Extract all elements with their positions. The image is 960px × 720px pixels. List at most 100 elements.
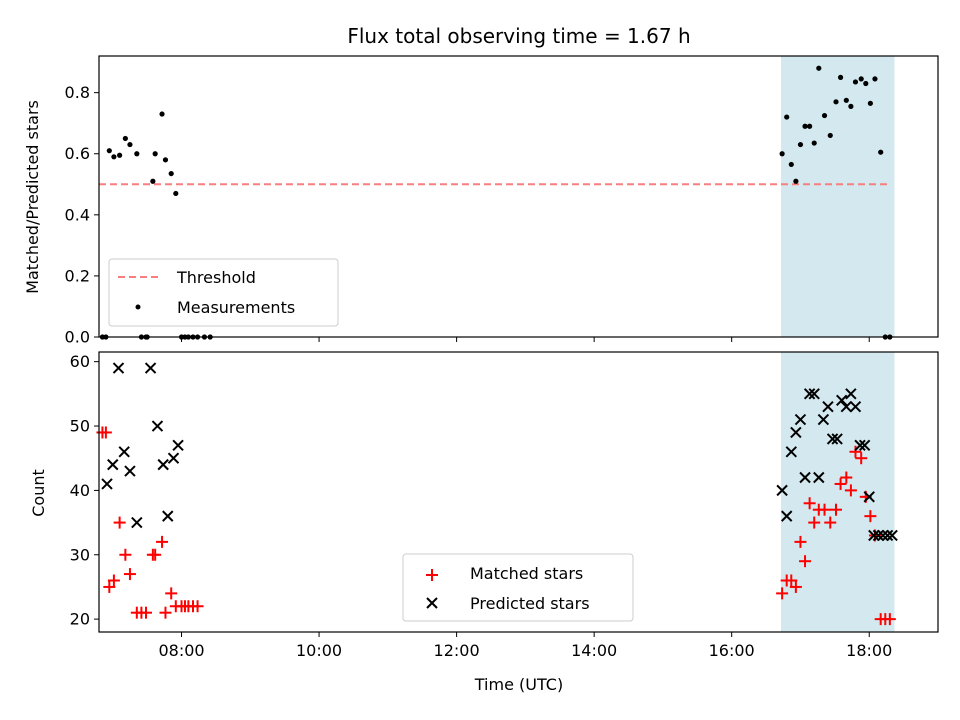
matched-star-point: [840, 471, 853, 484]
matched-star-point: [824, 516, 837, 529]
predicted-star-point: [808, 388, 820, 400]
predicted-star-point: [776, 484, 788, 497]
predicted-star-point: [881, 529, 894, 542]
predicted-star-point: [157, 458, 169, 471]
predicted-star-point: [785, 446, 797, 458]
predicted-star-point: [858, 439, 871, 452]
measurement-point: [173, 190, 179, 197]
matched-star-point: [794, 535, 807, 548]
top-y-axis-label: Matched/Predicted stars: [23, 100, 42, 294]
measurement-point: [848, 103, 854, 109]
bottom-y-axis-label: Count: [29, 469, 48, 517]
matched-star-point: [808, 516, 821, 529]
predicted-star-point: [124, 465, 136, 477]
x-tick-label: 08:00: [158, 641, 204, 660]
measurement-point: [152, 151, 158, 157]
predicted-star-point: [845, 388, 857, 400]
legend-predicted-swatch: [426, 597, 438, 609]
legend-threshold-label: Threshold: [176, 268, 256, 287]
predicted-star-point: [863, 491, 875, 503]
predicted-star-point: [831, 433, 843, 445]
bottom-legend: Matched stars Predicted stars: [402, 553, 634, 622]
predicted-star-point: [794, 413, 807, 426]
matched-star-point: [123, 568, 136, 581]
predicted-star-point: [790, 426, 802, 439]
top-plot-frame: [98, 55, 939, 338]
measurement-point: [872, 76, 878, 82]
measurement-point: [127, 141, 133, 148]
measurement-point: [106, 148, 112, 154]
measurement-point: [802, 123, 808, 129]
measurement-point: [827, 132, 833, 139]
predicted-star-point: [101, 478, 113, 490]
y-tick-label: 0.6: [65, 144, 90, 163]
matched-star-point: [883, 613, 896, 626]
top-legend-box: [108, 258, 339, 327]
matched-star-point: [119, 548, 132, 561]
x-tick-label: 12:00: [434, 641, 480, 660]
measurement-point: [852, 79, 859, 85]
predicted-star-point: [849, 401, 862, 413]
predicted-star-point: [840, 401, 853, 413]
matched-star-point: [849, 445, 862, 458]
y-tick-label: 20: [70, 610, 90, 629]
y-tick-label: 0.0: [65, 328, 90, 347]
legend-predicted-label: Predicted stars: [470, 594, 590, 613]
x-tick-label: 14:00: [571, 641, 617, 660]
legend-measurements-swatch: [135, 304, 141, 310]
predicted-star-point: [836, 394, 848, 406]
x-tick-label: 18:00: [846, 641, 892, 660]
measurement-point: [821, 112, 828, 119]
predicted-star-point: [822, 401, 834, 413]
matched-star-point: [149, 548, 162, 561]
measurement-point: [779, 151, 785, 157]
measurement-point: [159, 111, 165, 117]
matched-star-point: [803, 497, 816, 510]
top-legend: Threshold Measurements: [108, 258, 339, 327]
bottom-legend-box: [402, 553, 634, 622]
predicted-star-point: [144, 362, 157, 374]
legend-measurements-label: Measurements: [177, 298, 295, 317]
measurement-point: [807, 123, 813, 129]
matched-star-point: [139, 606, 152, 619]
y-tick-label: 0.4: [65, 205, 90, 224]
measurement-point: [168, 170, 174, 177]
top-shaded-region: [780, 56, 895, 337]
measurement-point: [797, 141, 804, 148]
measurement-point: [793, 178, 799, 184]
predicted-star-point: [112, 362, 125, 374]
y-tick-label: 60: [70, 352, 90, 371]
predicted-star-point: [817, 413, 830, 426]
x-axis-label: Time (UTC): [474, 675, 563, 694]
x-tick-label: 16:00: [709, 641, 755, 660]
y-tick-label: 0.2: [65, 266, 90, 285]
matched-star-point: [844, 484, 857, 497]
y-tick-label: 30: [70, 545, 90, 564]
y-tick-label: 0.8: [65, 83, 90, 102]
y-tick-label: 50: [70, 417, 90, 436]
measurement-point: [122, 135, 128, 142]
predicted-star-point: [868, 529, 880, 542]
matched-star-point: [855, 452, 868, 465]
bottom-shaded-region: [780, 352, 895, 632]
measurement-point: [150, 178, 156, 184]
predicted-star-point: [813, 471, 825, 484]
predicted-star-point: [118, 446, 130, 458]
matched-star-point: [818, 503, 831, 516]
matched-star-point: [113, 516, 126, 529]
measurement-point: [117, 152, 123, 158]
legend-matched-swatch: [426, 569, 438, 581]
measurement-point: [867, 100, 873, 106]
predicted-star-point: [107, 458, 119, 471]
measurement-point: [811, 140, 817, 146]
measurement-point: [111, 154, 117, 160]
matched-star-point: [103, 580, 116, 593]
predicted-star-point: [803, 388, 816, 400]
predicted-star-point: [151, 420, 164, 432]
predicted-star-point: [872, 529, 885, 542]
measurement-point: [788, 161, 794, 168]
matched-star-point: [776, 587, 789, 600]
legend-matched-label: Matched stars: [470, 564, 583, 583]
predicted-star-point: [172, 439, 184, 452]
